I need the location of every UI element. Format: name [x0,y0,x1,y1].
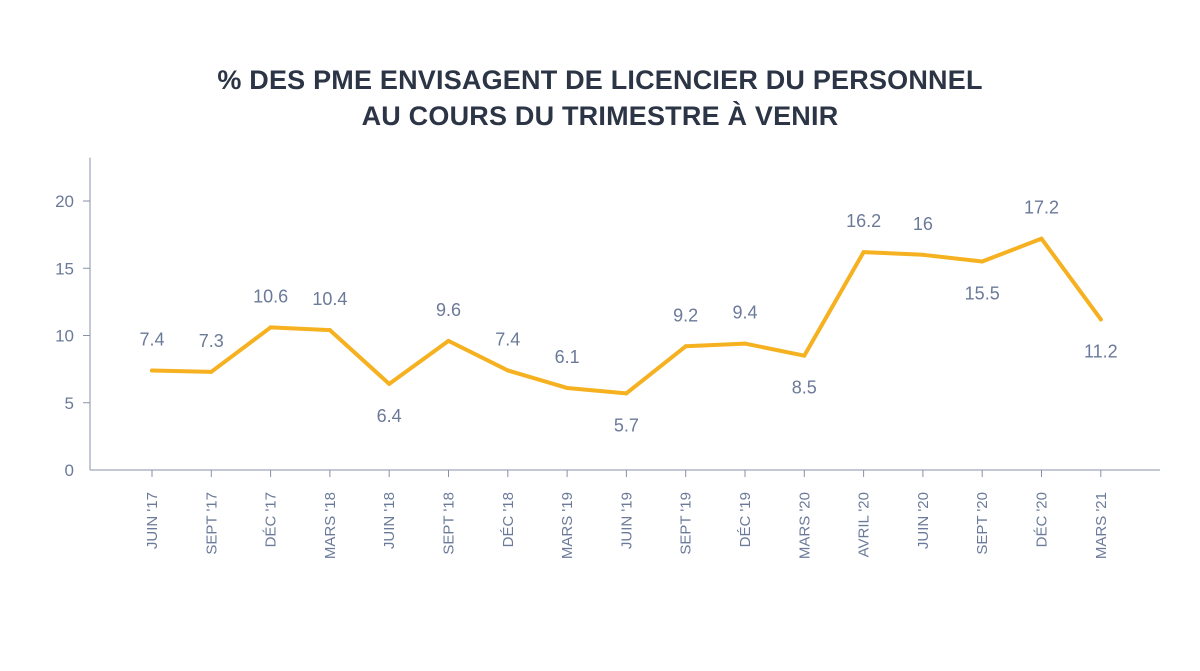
x-tick-label: DÉC '20 [1034,492,1051,547]
data-label: 17.2 [1024,198,1059,218]
x-tick-label: MARS '21 [1093,492,1110,559]
data-point [150,368,154,373]
data-point [446,338,451,343]
chart-title-line-2: AU COURS DU TRIMESTRE À VENIR [361,101,839,131]
data-label: 11.2 [1084,341,1118,361]
data-label: 10.6 [253,286,288,306]
x-tick-label: MARS '19 [559,492,576,559]
x-tick-label: DÉC '17 [263,492,280,547]
data-label: 10.4 [312,289,347,309]
data-label: 7.3 [199,331,224,351]
chart-title: % DES PME ENVISAGENT DE LICENCIER DU PER… [0,62,1200,134]
data-label: 8.5 [792,378,817,398]
data-label: 6.4 [377,406,402,426]
data-point [861,250,866,255]
x-tick-label: JUIN '20 [915,492,932,549]
y-tick-label: 0 [65,461,74,480]
x-tick-label: MARS '20 [796,492,813,559]
data-point [980,259,985,264]
x-tick-label: JUIN '19 [618,492,635,549]
x-tick-label: SEPT '18 [441,492,458,555]
y-tick-label: 20 [55,192,74,211]
data-point [387,381,392,386]
data-point [505,368,510,373]
data-point [209,369,214,374]
data-labels: 7.4 7.3 10.6 10.4 6.4 9.6 7.4 6.1 5.7 9.2 9.4 8.5 16… [139,198,1117,436]
x-tick-label: SEPT '17 [203,492,220,555]
axes [89,157,1160,471]
data-point [683,344,688,349]
x-tick-label: SEPT '20 [974,492,991,555]
data-point [1039,236,1044,241]
data-point [743,341,747,346]
y-tick-label: 5 [65,394,74,413]
data-point [802,353,807,358]
series-line [150,236,1103,396]
data-label: 9.6 [436,300,461,320]
data-label: 5.7 [614,415,639,435]
x-tick-label: SEPT '19 [678,492,695,555]
y-tick-label: 15 [55,259,74,278]
y-axis-ticks: 0 5 10 15 20 [55,192,90,480]
y-tick-label: 10 [55,327,74,346]
data-point [268,325,273,330]
data-point [624,391,629,396]
data-label: 6.1 [555,347,580,367]
x-tick-label: JUIN '17 [144,492,161,549]
data-label: 15.5 [965,284,1000,304]
x-tick-label: JUIN '18 [381,492,398,549]
data-label: 7.4 [495,329,520,349]
data-label: 9.2 [673,305,698,325]
data-label: 9.4 [732,303,757,323]
data-label: 7.4 [139,329,164,349]
x-tick-label: MARS '18 [322,492,339,559]
x-tick-label: DÉC '19 [737,492,754,547]
x-tick-label: AVRIL '20 [856,492,873,557]
data-label: 16.2 [846,211,881,231]
data-point [565,385,570,390]
data-point [920,252,925,257]
x-axis-ticks: JUIN '17 SEPT '17 DÉC '17 MARS '18 JUIN '18 S… [144,470,1110,559]
series [150,236,1103,396]
data-point [1098,317,1103,322]
data-label: 16 [913,214,933,234]
chart-title-line-1: % DES PME ENVISAGENT DE LICENCIER DU PER… [217,65,983,95]
data-point [327,328,332,333]
x-tick-label: DÉC '18 [500,492,517,547]
